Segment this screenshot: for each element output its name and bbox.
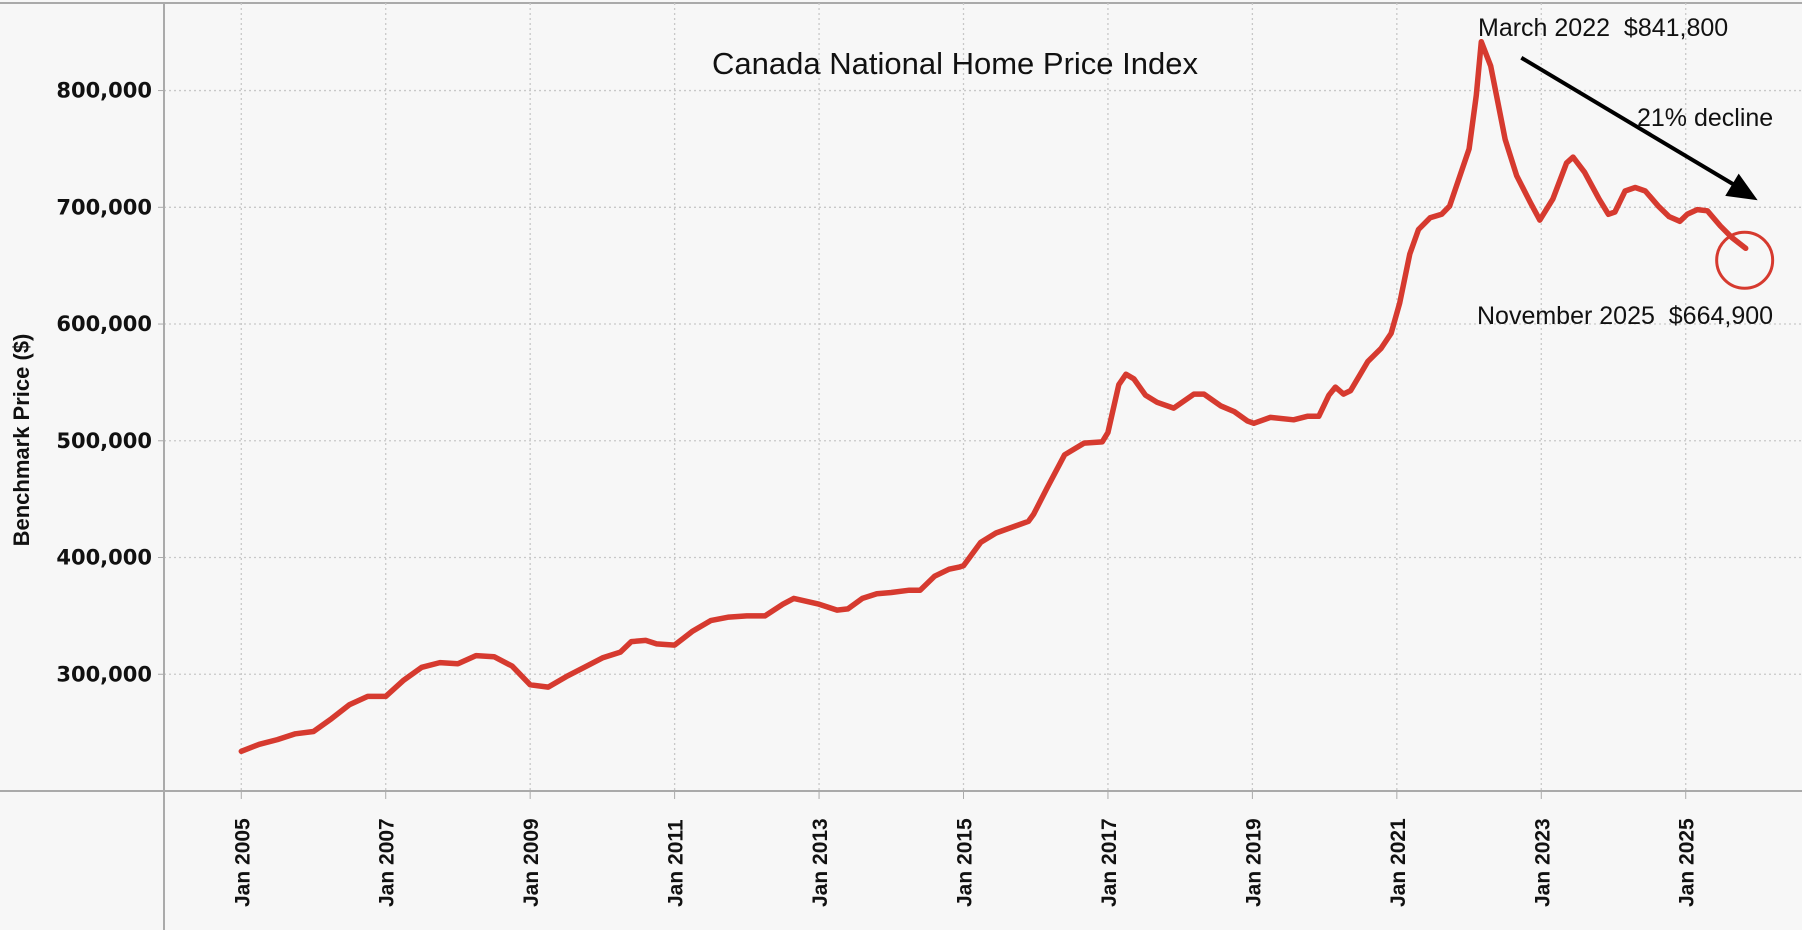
x-tick-label: Jan 2025 bbox=[1676, 818, 1699, 907]
y-axis-label: Benchmark Price ($) bbox=[9, 333, 34, 547]
y-tick-label: 600,000 bbox=[56, 312, 152, 336]
x-tick-label: Jan 2019 bbox=[1242, 818, 1265, 907]
latest-annotation: November 2025 $664,900 bbox=[1477, 302, 1774, 330]
x-tick-label: Jan 2005 bbox=[231, 818, 254, 907]
y-tick-label: 500,000 bbox=[56, 429, 152, 453]
x-tick-label: Jan 2023 bbox=[1531, 818, 1554, 907]
decline-arrow-head-icon bbox=[1725, 173, 1758, 201]
x-tick-label: Jan 2011 bbox=[665, 819, 688, 907]
x-tick-label: Jan 2009 bbox=[520, 818, 543, 907]
chart-title: Canada National Home Price Index bbox=[712, 46, 1198, 81]
latest-point-circle bbox=[1715, 230, 1775, 290]
x-tick-label: Jan 2015 bbox=[954, 818, 977, 907]
x-tick-label: Jan 2021 bbox=[1387, 818, 1410, 907]
y-tick-label: 300,000 bbox=[56, 662, 152, 686]
decline-annotation: 21% decline bbox=[1637, 104, 1774, 132]
y-tick-label: 800,000 bbox=[56, 79, 152, 103]
y-tick-label: 400,000 bbox=[56, 546, 152, 570]
x-tick-label: Jan 2017 bbox=[1098, 818, 1121, 907]
x-tick-label: Jan 2007 bbox=[376, 818, 399, 907]
x-tick-label: Jan 2013 bbox=[809, 818, 832, 907]
series-line bbox=[238, 39, 1749, 755]
decline-arrow-shaft bbox=[1520, 56, 1743, 191]
peak-annotation: March 2022 $841,800 bbox=[1478, 14, 1729, 42]
y-tick-label: 700,000 bbox=[56, 195, 152, 219]
